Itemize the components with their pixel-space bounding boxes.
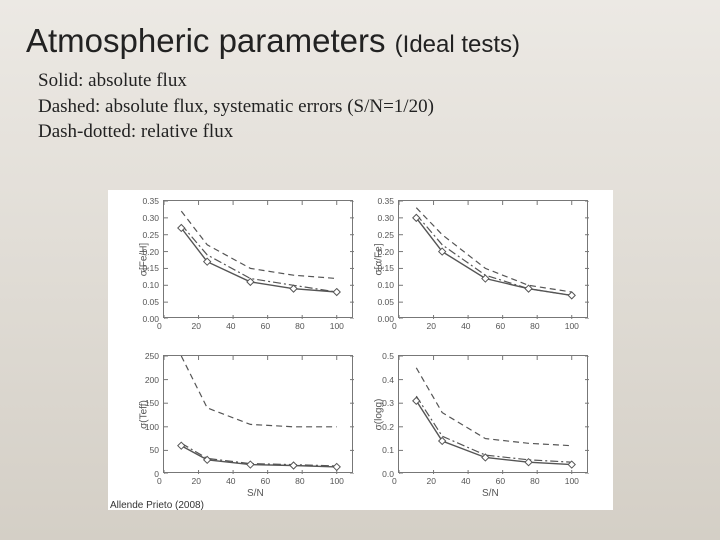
ytick-label: 250 <box>145 351 159 361</box>
y-axis-label: σ(logg) <box>374 385 385 445</box>
xtick-label: 80 <box>295 321 304 331</box>
desc-line-dashdot: Dash-dotted: relative flux <box>38 119 720 145</box>
ytick-label: 0.1 <box>382 445 394 455</box>
ytick-label: 0.35 <box>142 196 159 206</box>
xtick-label: 100 <box>565 321 579 331</box>
chart-panel-br: 0.00.10.20.30.40.5020406080100σ(logg)S/N <box>398 355 588 473</box>
chart-panel-bl: 050100150200250020406080100σ(Teff)S/N <box>163 355 353 473</box>
ytick-label: 0.35 <box>377 196 394 206</box>
xtick-label: 40 <box>226 476 235 486</box>
xtick-label: 60 <box>496 476 505 486</box>
ytick-label: 0.4 <box>382 375 394 385</box>
title-main: Atmospheric parameters <box>26 22 385 59</box>
xtick-label: 20 <box>192 476 201 486</box>
y-axis-label: σ[Fe/H] <box>139 230 150 290</box>
xtick-label: 0 <box>392 476 397 486</box>
xtick-label: 0 <box>157 321 162 331</box>
xtick-label: 100 <box>330 476 344 486</box>
xtick-label: 0 <box>392 321 397 331</box>
ytick-label: 0.05 <box>142 297 159 307</box>
chart-panel-tl: 0.000.050.100.150.200.250.300.3502040608… <box>163 200 353 318</box>
xtick-label: 60 <box>496 321 505 331</box>
xtick-label: 60 <box>261 321 270 331</box>
xtick-label: 20 <box>192 321 201 331</box>
ytick-label: 0.30 <box>142 213 159 223</box>
ytick-label: 0.30 <box>377 213 394 223</box>
desc-line-dashed: Dashed: absolute flux, systematic errors… <box>38 94 720 120</box>
chart-panel-tr: 0.000.050.100.150.200.250.300.3502040608… <box>398 200 588 318</box>
ytick-label: 0.05 <box>377 297 394 307</box>
legend-description: Solid: absolute flux Dashed: absolute fl… <box>0 68 720 145</box>
y-axis-label: σ(Teff) <box>139 385 150 445</box>
figure-container: 0.000.050.100.150.200.250.300.3502040608… <box>108 190 613 510</box>
y-axis-label: σ[α/Fe] <box>374 230 385 290</box>
xtick-label: 20 <box>427 321 436 331</box>
xtick-label: 100 <box>330 321 344 331</box>
desc-line-solid: Solid: absolute flux <box>38 68 720 94</box>
xtick-label: 80 <box>530 476 539 486</box>
xtick-label: 0 <box>157 476 162 486</box>
xtick-label: 40 <box>461 321 470 331</box>
slide-title: Atmospheric parameters (Ideal tests) <box>0 0 720 68</box>
x-axis-label: S/N <box>482 488 499 499</box>
xtick-label: 20 <box>427 476 436 486</box>
xtick-label: 40 <box>226 321 235 331</box>
ytick-label: 50 <box>150 445 159 455</box>
xtick-label: 100 <box>565 476 579 486</box>
xtick-label: 60 <box>261 476 270 486</box>
ytick-label: 0.5 <box>382 351 394 361</box>
citation: Allende Prieto (2008) <box>110 500 204 511</box>
ytick-label: 200 <box>145 375 159 385</box>
xtick-label: 80 <box>295 476 304 486</box>
xtick-label: 80 <box>530 321 539 331</box>
title-subtitle: (Ideal tests) <box>395 31 520 58</box>
xtick-label: 40 <box>461 476 470 486</box>
x-axis-label: S/N <box>247 488 264 499</box>
